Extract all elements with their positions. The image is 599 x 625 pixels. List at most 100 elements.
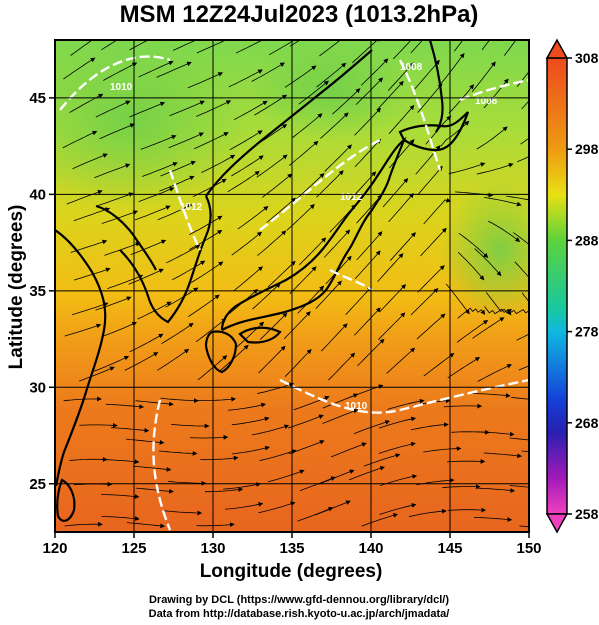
streamline bbox=[201, 154, 236, 174]
streamline bbox=[195, 318, 227, 343]
streamline bbox=[388, 192, 414, 223]
y-tick-label: 25 bbox=[29, 476, 46, 493]
hokkaido-coastline bbox=[398, 111, 470, 152]
colorbar-min-triangle bbox=[545, 513, 569, 534]
streamline bbox=[484, 197, 522, 207]
streamline bbox=[107, 274, 144, 290]
streamline bbox=[257, 382, 295, 394]
isobar-label: 1012 bbox=[180, 202, 203, 213]
streamline bbox=[472, 317, 505, 339]
streamline bbox=[363, 453, 401, 467]
streamline bbox=[103, 62, 138, 81]
streamline bbox=[231, 416, 270, 426]
streamline bbox=[191, 261, 224, 283]
streamline bbox=[228, 402, 267, 411]
streamline bbox=[516, 333, 529, 341]
streamline bbox=[356, 231, 383, 261]
streamline bbox=[509, 485, 529, 488]
streamline bbox=[379, 284, 407, 313]
y-axis-label: Latitude (degrees) bbox=[6, 205, 27, 370]
streamline bbox=[134, 205, 171, 221]
streamline bbox=[232, 445, 270, 455]
streamline bbox=[506, 195, 529, 201]
streamline bbox=[286, 204, 315, 231]
streamline bbox=[472, 393, 511, 398]
streamline bbox=[171, 423, 210, 429]
streamline bbox=[416, 313, 446, 340]
isobar-1010-sw bbox=[152, 399, 172, 531]
streamline bbox=[124, 352, 159, 371]
streamline bbox=[519, 525, 529, 528]
streamline bbox=[354, 250, 381, 280]
isobars bbox=[59, 55, 529, 531]
streamline bbox=[62, 130, 98, 149]
streamline bbox=[322, 408, 359, 424]
streamline bbox=[314, 500, 351, 516]
isobar-labels: 1010 1012 1012 1008 1008 1010 bbox=[110, 62, 498, 412]
china-coast bbox=[55, 229, 107, 487]
streamline bbox=[259, 312, 288, 340]
isobar-label: 1010 bbox=[345, 401, 368, 412]
streamline bbox=[382, 177, 409, 208]
streamline bbox=[378, 441, 416, 454]
streamline bbox=[485, 292, 513, 314]
streamline bbox=[254, 94, 288, 116]
streamline bbox=[387, 398, 425, 410]
streamline bbox=[509, 437, 529, 441]
colorbar-tick-label: 288 bbox=[575, 232, 599, 248]
streamline bbox=[161, 322, 194, 345]
streamline bbox=[288, 440, 325, 455]
colorbar-max-triangle bbox=[545, 38, 569, 59]
isobar-low-center bbox=[329, 268, 373, 292]
streamline bbox=[476, 162, 514, 175]
streamline bbox=[231, 231, 263, 256]
streamline bbox=[456, 320, 489, 343]
streamline bbox=[266, 197, 296, 223]
streamline bbox=[484, 306, 512, 316]
streamline bbox=[440, 52, 465, 84]
streamline bbox=[267, 469, 305, 483]
streamline bbox=[104, 242, 141, 256]
streamline bbox=[377, 253, 404, 282]
streamline bbox=[262, 173, 293, 198]
streamline bbox=[137, 301, 172, 320]
streamline bbox=[229, 130, 263, 151]
streamline bbox=[129, 40, 149, 51]
streamline bbox=[410, 40, 424, 54]
colorbar-tick-label: 258 bbox=[575, 506, 599, 522]
streamline bbox=[352, 40, 381, 64]
streamline bbox=[227, 170, 260, 193]
streamline bbox=[160, 397, 199, 404]
streamline bbox=[168, 132, 204, 149]
streamline bbox=[258, 345, 286, 374]
streamline bbox=[105, 403, 145, 410]
streamline bbox=[252, 424, 290, 436]
streamline bbox=[514, 261, 529, 279]
streamline bbox=[417, 165, 443, 196]
streamline bbox=[321, 323, 348, 352]
streamline bbox=[95, 296, 132, 311]
taiwan-coastline bbox=[56, 478, 76, 522]
streamline bbox=[414, 59, 440, 90]
isobar-label: 1012 bbox=[340, 192, 363, 203]
streamline bbox=[513, 232, 529, 246]
streamline bbox=[101, 321, 137, 338]
x-tick-label: 150 bbox=[516, 540, 541, 557]
streamline bbox=[423, 197, 452, 225]
streamline bbox=[97, 192, 134, 207]
streamline bbox=[417, 265, 445, 293]
streamline bbox=[511, 397, 529, 400]
x-tick-label: 130 bbox=[200, 540, 225, 557]
streamline bbox=[361, 513, 399, 527]
streamline bbox=[138, 187, 175, 202]
streamline bbox=[268, 40, 296, 56]
x-tick-label: 135 bbox=[279, 540, 304, 557]
streamline bbox=[197, 396, 237, 402]
streamline bbox=[156, 61, 192, 78]
streamline bbox=[70, 40, 93, 56]
streamline bbox=[393, 40, 412, 60]
streamline bbox=[389, 232, 416, 261]
streamline bbox=[417, 83, 443, 113]
streamline bbox=[267, 260, 296, 288]
